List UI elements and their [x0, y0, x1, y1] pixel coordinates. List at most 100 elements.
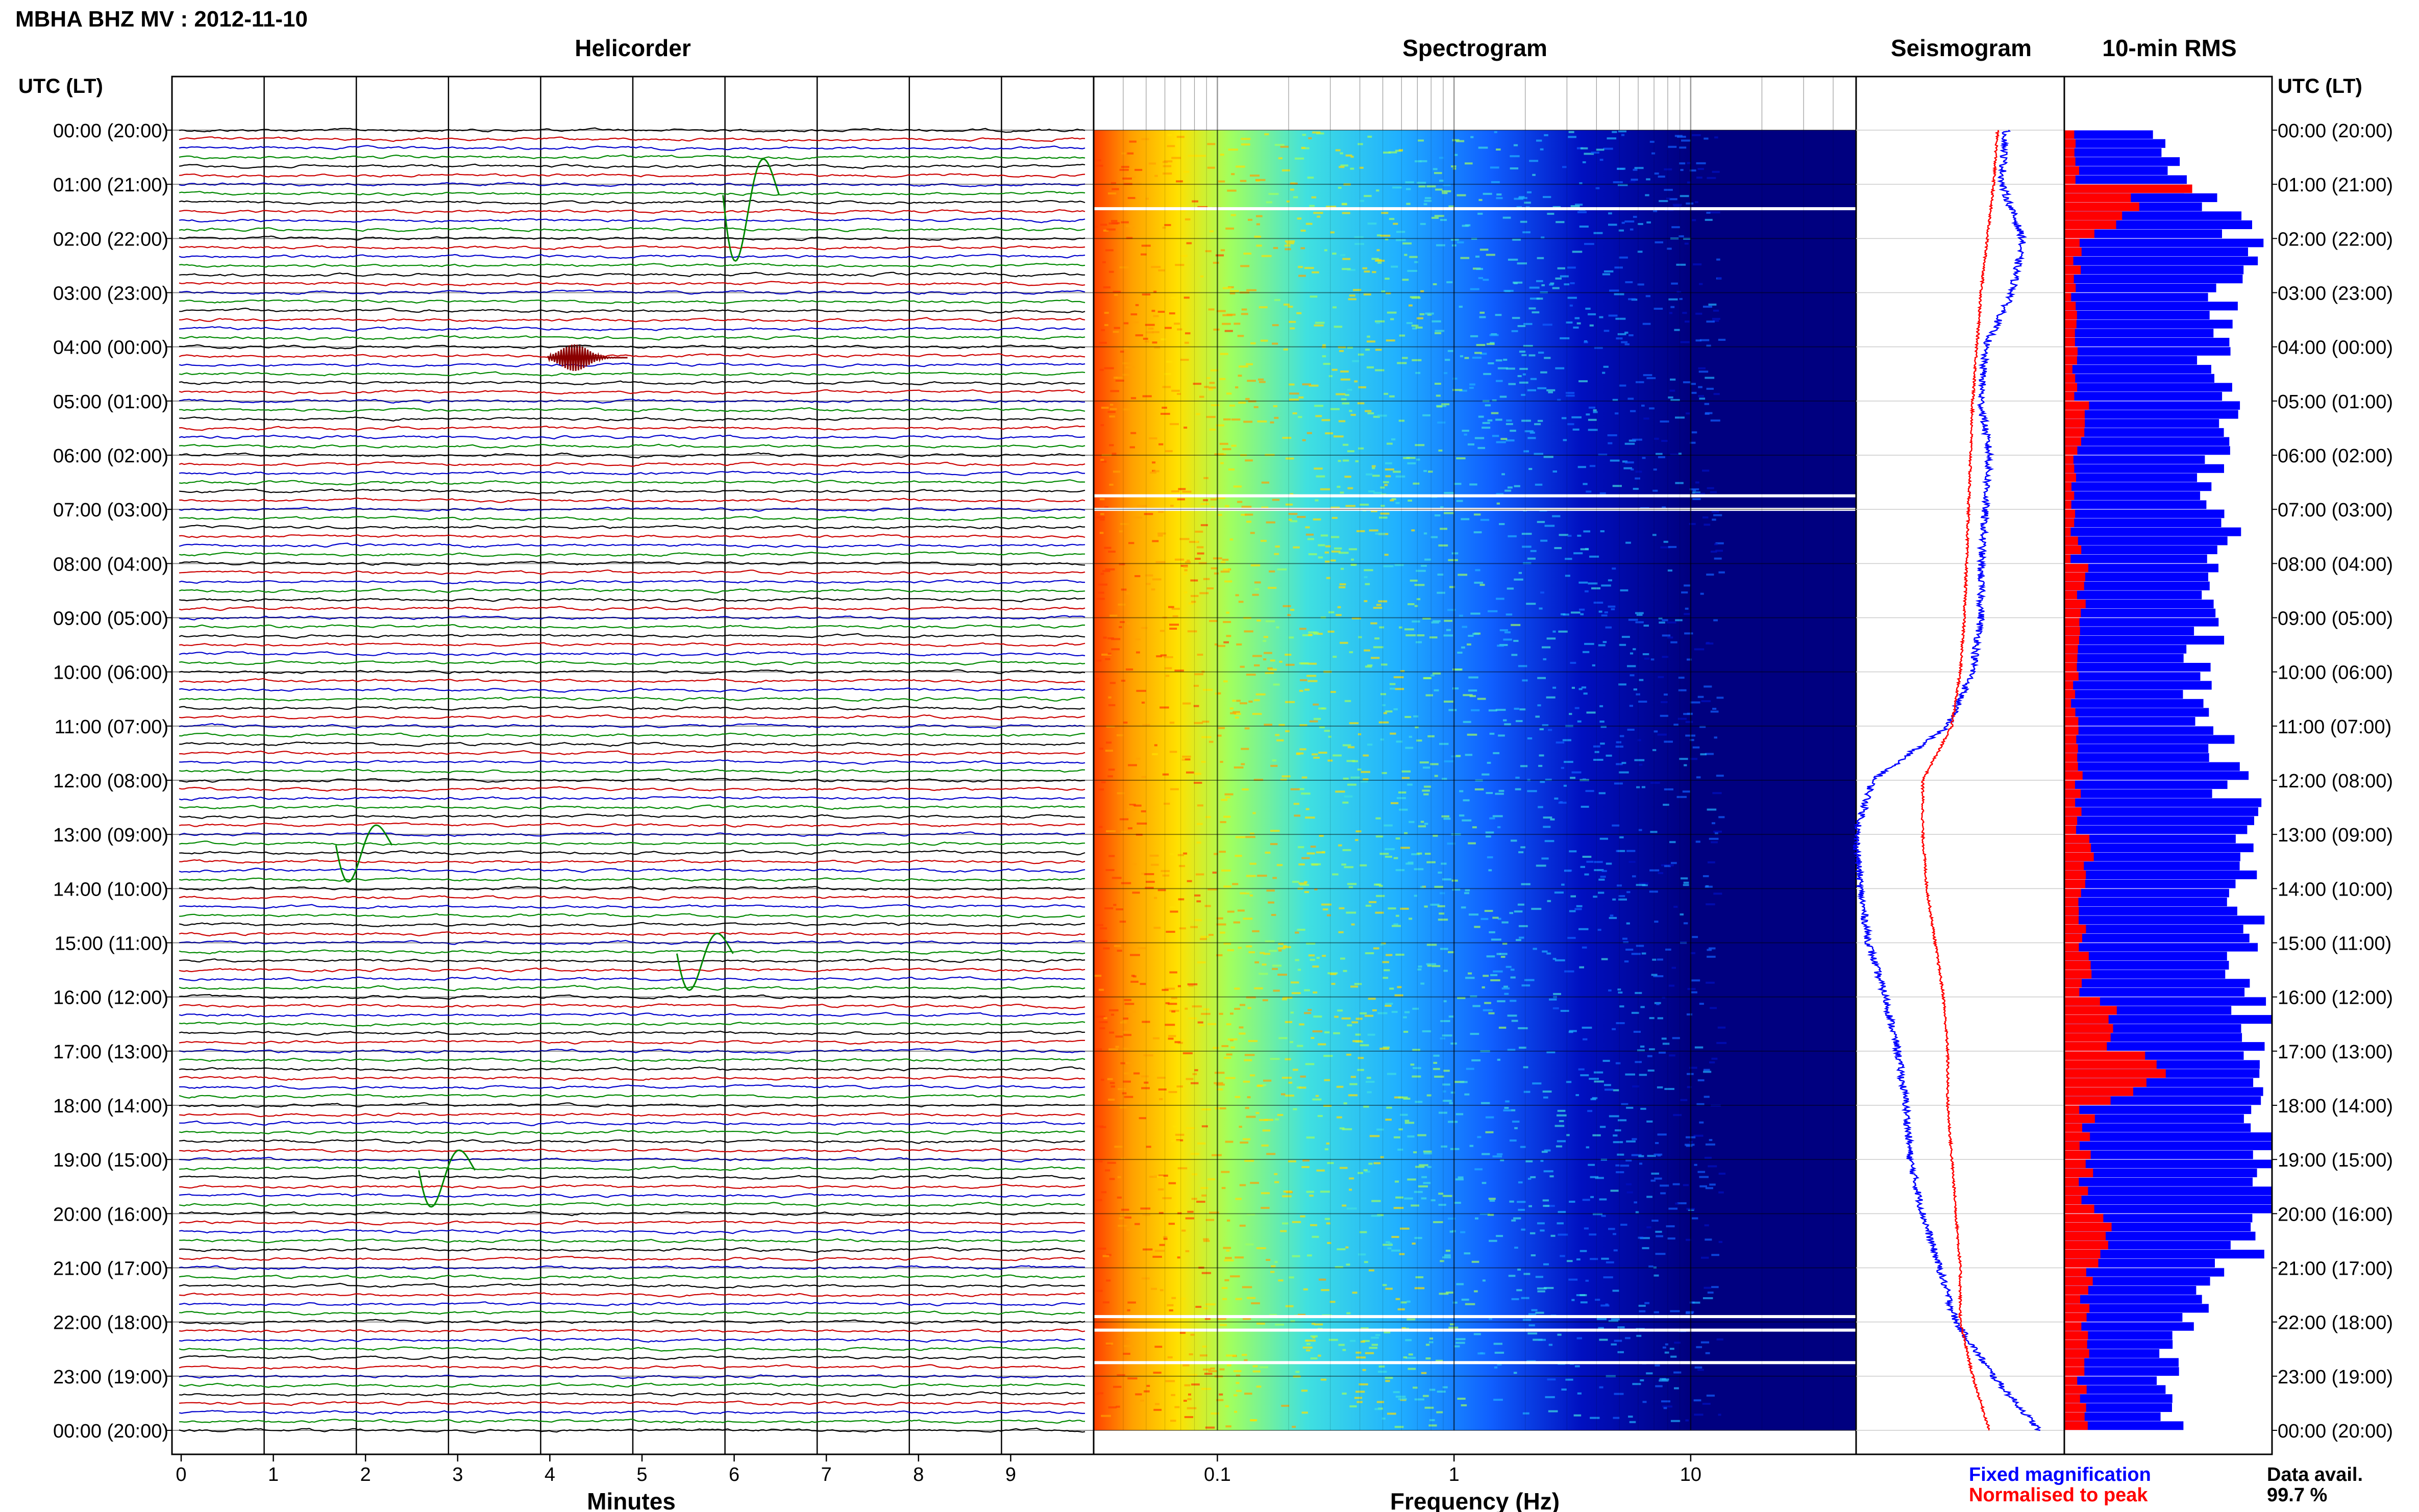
spectrogram-cell: [1651, 152, 1656, 155]
spectrogram-cell: [1268, 950, 1277, 952]
spectrogram-cell: [1347, 883, 1357, 885]
spectrogram-cell: [1360, 504, 1369, 506]
spectrogram-cell: [1496, 953, 1501, 955]
spectrogram-cell: [1293, 1375, 1301, 1378]
spectrogram-cell: [1185, 332, 1191, 335]
spectrogram-cell: [1307, 662, 1317, 665]
spectrogram-cell: [1234, 1008, 1241, 1010]
spectrogram-cell: [1106, 725, 1115, 728]
spectrogram-cell: [1360, 1012, 1367, 1014]
spectrogram-cell: [1235, 1256, 1244, 1259]
spectrogram-cell: [1414, 1237, 1422, 1239]
spectrogram-cell: [1643, 625, 1649, 627]
spectrogram-cell: [1306, 1349, 1311, 1352]
spectrogram-cell: [1348, 298, 1356, 301]
spectrogram-cell: [1713, 393, 1720, 395]
spectrogram-cell: [1439, 180, 1444, 182]
spectrogram-cell: [1404, 716, 1412, 718]
spectrogram-cell: [1409, 918, 1413, 920]
rms-bar: [2064, 1186, 2272, 1196]
helicorder-trace: [179, 1274, 1085, 1280]
frequency-gridlines: [1093, 77, 1857, 1430]
spectrogram-cell: [1232, 883, 1239, 885]
spectrogram-cell: [1461, 1404, 1467, 1406]
spectrogram-cell: [1278, 157, 1282, 160]
spectrogram-cell: [1493, 752, 1500, 754]
rms-bar: [2064, 681, 2212, 690]
spectrogram-cell: [1639, 1310, 1646, 1312]
spectrogram-cell: [1706, 344, 1711, 347]
spectrogram-cell: [1126, 237, 1133, 239]
spectrogram-cell: [1450, 1092, 1455, 1094]
rms-bar: [2064, 753, 2209, 762]
spectrogram-cell: [1276, 864, 1283, 866]
spectrogram-cell: [1129, 140, 1137, 143]
spectrogram-cell: [1651, 974, 1658, 976]
spectrogram-cell: [1187, 880, 1192, 882]
spectrogram-cell: [1659, 200, 1668, 202]
spectrogram-cell: [1678, 677, 1685, 679]
helicorder-trace: [179, 533, 1085, 539]
spectrogram-cell: [1154, 346, 1161, 349]
spectrogram-cell: [1593, 759, 1603, 761]
rms-frame: [2063, 76, 2273, 1455]
spectrogram-cell: [1303, 1288, 1308, 1291]
spectrogram-cell: [1281, 1404, 1290, 1407]
spectrogram-cell: [1683, 881, 1689, 884]
spectrogram-cell: [1219, 442, 1228, 445]
spectrogram-cell: [1364, 649, 1370, 652]
spectrogram-cell: [1431, 320, 1441, 323]
spectrogram-cell: [1171, 157, 1181, 159]
spectrogram-cell: [1290, 182, 1298, 185]
spectrogram-cell: [1350, 414, 1356, 416]
helicorder-trace: [179, 687, 1085, 693]
spectrogram-cell: [1655, 1253, 1666, 1255]
spectrogram-cell: [1422, 766, 1430, 769]
spectrogram-cell: [1631, 468, 1634, 470]
helicorder-trace: [179, 452, 1085, 459]
spectrogram-cell: [1579, 966, 1584, 969]
spectrogram-cell: [1272, 499, 1280, 501]
spectrogram-cell: [1109, 404, 1114, 406]
spectrogram-cell: [1116, 908, 1123, 910]
spectrogram-cell: [1543, 816, 1552, 819]
spectrogram-cell: [1488, 1012, 1495, 1014]
spectrogram-cell: [1619, 836, 1624, 838]
spectrogram-cell: [1193, 705, 1199, 707]
spectrogram-cell: [1376, 895, 1385, 897]
spectrogram-cell: [1243, 1080, 1250, 1083]
spectrogram-cell: [1633, 1031, 1641, 1033]
spectrogram-cell: [1362, 267, 1368, 269]
spectrogram-cell: [1274, 1261, 1278, 1263]
frequency-axis-label: Frequency (Hz): [1390, 1488, 1560, 1512]
spectrogram-cell: [1261, 506, 1269, 509]
spectrogram-cell: [1406, 188, 1411, 190]
spectrogram-cell: [1264, 1119, 1274, 1121]
spectrogram-cell: [1148, 327, 1154, 330]
spectrogram-cell: [1604, 1084, 1611, 1086]
spectrogram-cell: [1247, 1096, 1251, 1099]
spectrogram-cell: [1578, 380, 1588, 383]
spectrogram-cell: [1462, 626, 1467, 628]
frequency-tick-label: 10: [1680, 1464, 1701, 1485]
spectrogram-cell: [1410, 1063, 1415, 1066]
spectrogram-cell: [1652, 489, 1658, 492]
spectrogram-cell: [1429, 1389, 1436, 1391]
rms-bar: [2064, 1213, 2104, 1223]
spectrogram-cell: [1208, 308, 1215, 311]
spectrogram-cell: [1116, 377, 1123, 379]
spectrogram-cell: [1404, 254, 1408, 256]
spectrogram-cell: [1308, 137, 1312, 139]
spectrogram-cell: [1426, 861, 1436, 863]
spectrogram-gap: [1094, 207, 1856, 210]
spectrogram-cell: [1451, 552, 1459, 555]
spectrogram-cell: [1354, 1397, 1363, 1399]
spectrogram-cell: [1351, 563, 1357, 566]
spectrogram-cell: [1130, 397, 1137, 400]
spectrogram-cell: [1270, 1271, 1275, 1273]
spectrogram-cell: [1577, 534, 1582, 537]
spectrogram-cell: [1393, 1207, 1404, 1209]
spectrogram-cell: [1446, 629, 1451, 631]
spectrogram-cell: [1334, 326, 1343, 328]
spectrogram-cell: [1341, 398, 1347, 401]
